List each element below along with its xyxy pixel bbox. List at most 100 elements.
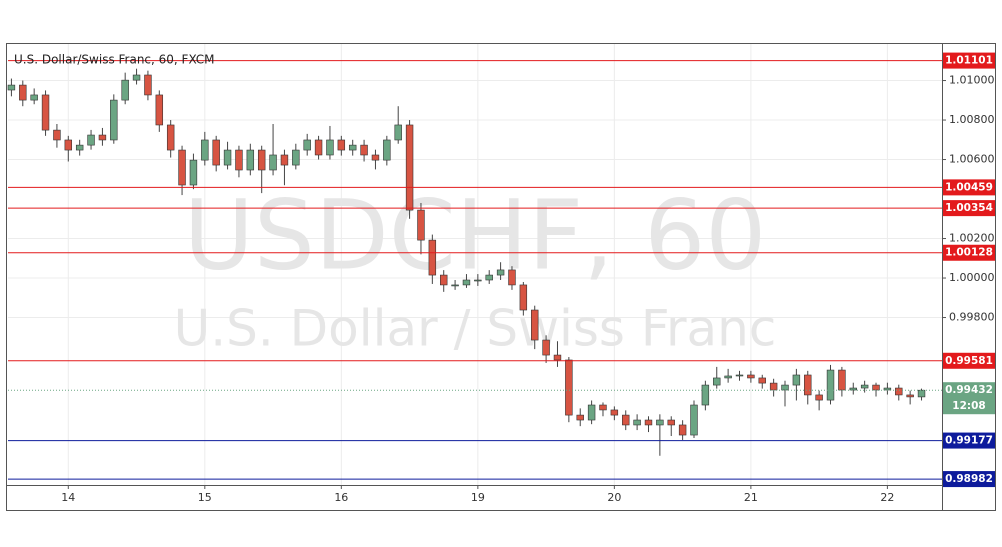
candle-body [519,284,528,311]
candle-body [166,124,175,151]
candle-body [587,404,596,421]
level-label-bg [943,471,995,488]
candle-body [451,284,459,287]
candle-body [189,159,198,186]
candle-body [269,154,277,171]
candle-body [360,144,368,156]
candle-body [292,149,300,166]
level-label: 1.00354 [945,202,993,214]
candle-body [792,374,801,386]
candle-body [895,387,903,396]
candle-body [747,374,755,379]
candle-body [314,139,323,156]
candle-body [64,139,73,151]
candle-body [815,394,823,401]
candle-body [348,144,357,151]
candle-body [565,359,573,416]
level-label-bg [943,352,995,369]
candle-body [371,154,380,161]
candle-body [667,419,675,426]
level-label: 0.99177 [945,435,993,447]
candle-body [30,94,38,101]
level-label-bg [943,179,995,196]
x-tick-label: 22 [880,491,894,504]
candle-body [781,384,789,391]
candle-body [144,74,152,96]
candle-body [246,149,255,171]
chart-title: U.S. Dollar/Swiss Franc, 60, FXCM [14,53,215,67]
candle-body [132,74,141,81]
candle-body [201,139,209,161]
candle-body [656,419,664,426]
candle-body [804,374,812,396]
candle-body [440,274,448,286]
level-label: 0.98982 [945,473,993,485]
candle-body [576,414,584,421]
candle-body [303,139,311,151]
level-label: 1.00459 [945,181,993,193]
level-label: 1.00128 [945,247,993,259]
candle-body [553,354,562,361]
candle-body [849,387,857,391]
x-tick-label: 14 [61,491,75,504]
candle-body [326,139,334,156]
candle-body [826,369,835,401]
candle-body [485,274,493,281]
candle-body [87,134,95,146]
x-tick-label: 15 [198,491,212,504]
candle-body [678,424,687,436]
x-tick-label: 16 [334,491,348,504]
candle-body [155,94,164,126]
candle-body [235,149,243,171]
grid [8,44,942,485]
candle-body [838,369,846,391]
level-label: 1.01101 [945,55,993,67]
watermark-symbol: USDCHF, 60 [184,179,767,291]
candle-body [7,84,16,91]
candle-body [758,377,766,384]
candle-body [110,99,118,141]
axes: 1.01000 1.00800 1.00600 1.00200 1.00000 0.998… [61,52,995,504]
candle-body [428,239,437,276]
y-tick-label: 1.00600 [949,153,995,166]
candle-body [906,394,914,398]
candle-body [610,409,619,416]
last-price-bg [943,382,995,415]
last-price-label: 0.99432 [945,384,993,396]
candle-body [98,134,107,141]
level-label-bg [943,244,995,261]
watermark-description: U.S. Dollar / Swiss Franc [174,300,777,358]
candle-body [769,382,778,391]
candle-body [701,384,710,406]
candle-body [496,269,505,276]
candle-body [53,129,61,141]
level-label: 0.99581 [945,355,993,367]
level-label-bg [943,52,995,69]
candle-body [474,279,482,282]
candle-body [394,124,402,141]
candle-body [644,419,653,426]
candle-body [280,154,289,166]
candle-body [41,94,50,131]
candle-body [690,404,698,436]
candle-body [178,149,186,186]
x-tick-label: 20 [607,491,621,504]
level-label-bg [943,200,995,217]
candle-body [622,414,630,426]
candle-body [508,269,516,286]
candle-body [531,309,539,341]
x-tick-label: 19 [471,491,485,504]
candle-body [599,404,607,411]
candle-body [713,377,721,386]
level-label-bg [943,432,995,449]
candle-body [860,384,869,389]
candle-body [383,139,391,161]
candle-body [405,124,414,211]
candle-body [337,139,346,151]
candle-body [633,419,641,426]
countdown-label: 12:08 [952,400,985,412]
y-tick-label: 0.99800 [949,311,995,324]
candle-body [212,139,220,166]
candle-body [917,389,926,398]
